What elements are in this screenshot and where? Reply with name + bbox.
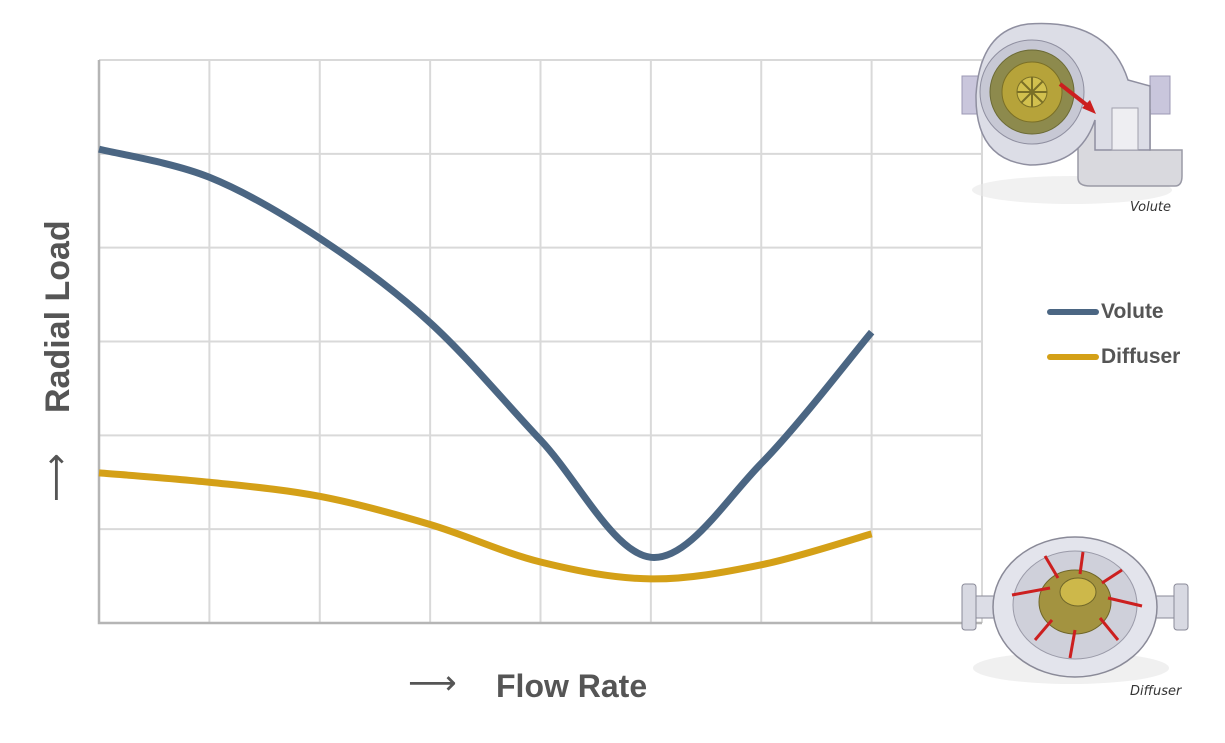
legend-label-volute: Volute [1101, 300, 1164, 323]
legend-label-diffuser: Diffuser [1101, 345, 1180, 368]
series-line-diffuser [98, 469, 873, 583]
grid [97, 59, 983, 625]
diffuser-pump-image [961, 536, 1189, 684]
series-line-volute [98, 145, 875, 561]
x-axis-title: Flow Rate [496, 668, 647, 704]
volute-caption: Volute [1130, 200, 1171, 215]
series-group [98, 145, 875, 583]
axis-lines [97, 60, 982, 625]
volute-pump-image [961, 22, 1183, 204]
x-axis-arrow: ⟶ [408, 663, 457, 703]
y-axis-title: Radial Load [39, 220, 77, 413]
legend: Volute Diffuser [1047, 300, 1180, 368]
y-axis-arrow: ⟶ [36, 453, 76, 502]
diffuser-caption: Diffuser [1130, 684, 1183, 699]
